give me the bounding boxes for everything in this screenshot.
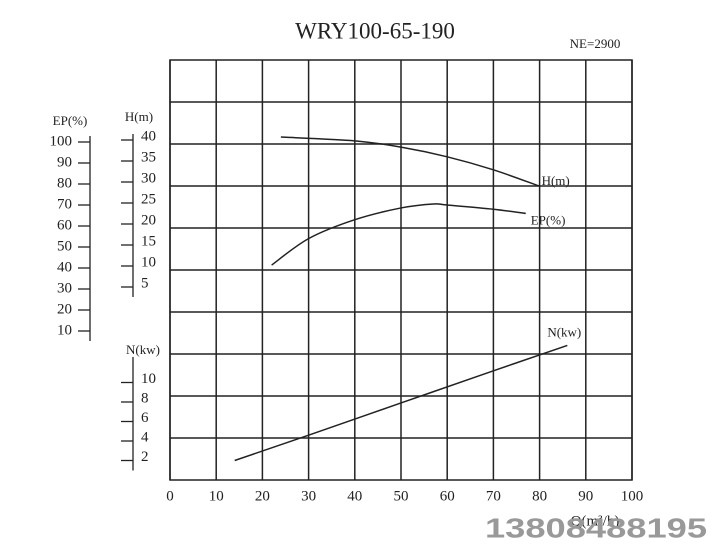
tick-label: 20	[57, 301, 72, 317]
tick-label: 30	[141, 170, 156, 186]
x-tick-label: 60	[440, 488, 455, 504]
x-tick-label: 20	[255, 488, 270, 504]
tick-label: 100	[50, 133, 73, 149]
tick-label: 8	[141, 390, 149, 406]
tick-label: 80	[57, 175, 72, 191]
tick-label: 35	[141, 149, 156, 165]
y-axis-label: EP(%)	[53, 113, 88, 128]
chart-title: WRY100-65-190	[295, 18, 455, 43]
tick-label: 4	[141, 429, 149, 445]
tick-label: 30	[57, 280, 72, 296]
tick-label: 20	[141, 212, 156, 228]
series-label: H(m)	[542, 173, 570, 188]
series-line	[280, 136, 540, 187]
series-line	[271, 203, 526, 266]
x-tick-label: 40	[347, 488, 362, 504]
y2-axis-label: H(m)	[125, 109, 153, 124]
y3-axis-label: N(kw)	[126, 342, 160, 357]
x-tick-label: 10	[209, 488, 224, 504]
x-tick-label: 90	[578, 488, 593, 504]
x-tick-label: 0	[166, 488, 174, 504]
x-axis-label: Q(m³/h)	[571, 513, 620, 529]
tick-label: 6	[141, 410, 149, 426]
series-label: N(kw)	[547, 324, 581, 339]
tick-label: 5	[141, 275, 149, 291]
x-tick-label: 30	[301, 488, 316, 504]
tick-label: 10	[57, 322, 72, 338]
x-tick-label: 50	[394, 488, 409, 504]
tick-label: 10	[141, 371, 156, 387]
x-tick-label: 100	[621, 488, 644, 504]
tick-label: 60	[57, 217, 72, 233]
tick-label: 40	[57, 259, 72, 275]
tick-label: 90	[57, 154, 72, 170]
tick-label: 50	[57, 238, 72, 254]
watermark: 13808488195	[485, 512, 707, 543]
x-tick-label: 80	[532, 488, 547, 504]
x-tick-label: 70	[486, 488, 501, 504]
tick-label: 25	[141, 191, 156, 207]
series-label: EP(%)	[531, 212, 566, 227]
tick-label: 40	[141, 128, 156, 144]
tick-label: 70	[57, 196, 72, 212]
tick-label: 10	[141, 254, 156, 270]
tick-label: 2	[141, 449, 149, 465]
tick-label: 15	[141, 233, 156, 249]
series-line	[234, 344, 568, 462]
annotation: NE=2900	[570, 36, 621, 51]
